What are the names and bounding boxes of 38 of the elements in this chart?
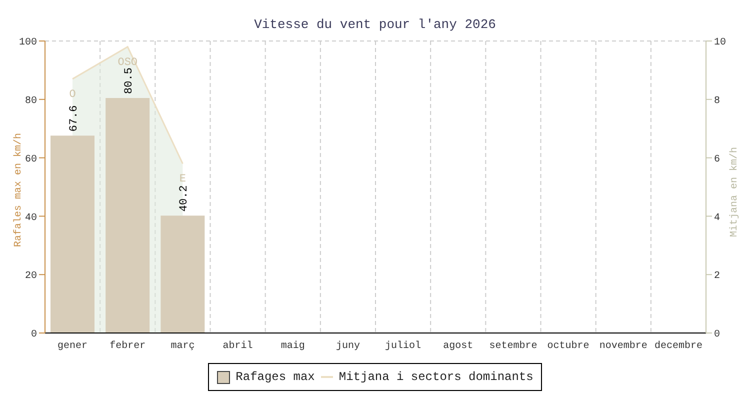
y2-tick-label: 0	[714, 330, 720, 341]
x-tick-label: novembre	[599, 340, 648, 352]
y-tick-label: 40	[24, 212, 37, 224]
x-tick-label: gener	[58, 341, 88, 352]
y2-tick-label: 8	[714, 96, 720, 107]
data-label: 40.2	[178, 185, 191, 212]
bar	[50, 136, 95, 333]
data-label: 67.6	[68, 105, 81, 132]
x-tick-label: maig	[280, 340, 305, 352]
y-tick-label: 0	[30, 330, 37, 341]
chart-title: Vitesse du vent pour l'any 2026	[254, 17, 496, 32]
y2-tick-label: 6	[714, 154, 720, 166]
y-tick-label: 80	[24, 96, 37, 107]
data-label: O	[69, 88, 76, 101]
bar	[160, 216, 205, 333]
data-label: E	[179, 174, 186, 186]
y2-tick-label: 4	[714, 212, 720, 224]
x-tick-label: octubre	[547, 340, 590, 352]
x-tick-label: març	[170, 341, 195, 352]
x-tick-label: agost	[443, 341, 474, 352]
y-tick-label: 20	[24, 271, 37, 282]
x-tick-label: juny	[336, 340, 360, 352]
y-tick-label: 100	[18, 38, 37, 49]
y2-axis-title: Mitjana en km/h	[728, 147, 741, 238]
x-tick-label: abril	[222, 340, 253, 352]
x-tick-label: juliol	[385, 340, 422, 352]
x-tick-label: setembre	[489, 340, 538, 352]
data-label: OSO	[118, 56, 138, 69]
x-tick-label: decembre	[654, 340, 702, 352]
legend-label: Rafages max	[236, 370, 315, 384]
bar	[106, 98, 150, 333]
data-label: 80.5	[124, 68, 136, 94]
x-tick-label: febrer	[110, 340, 146, 352]
y2-tick-label: 2	[714, 271, 720, 282]
y-tick-label: 60	[24, 154, 37, 166]
legend-label: Mitjana i sectors dominants	[338, 370, 534, 384]
y2-tick-label: 10	[714, 38, 726, 49]
y-axis-title: Rafales max en km/h	[12, 132, 25, 247]
